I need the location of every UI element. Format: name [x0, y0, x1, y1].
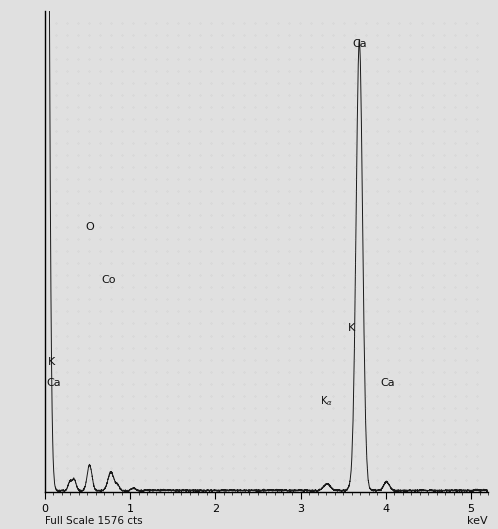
Text: Co: Co	[101, 275, 116, 285]
Text: K: K	[348, 323, 355, 333]
Text: Ca: Ca	[380, 378, 395, 388]
Text: Ca: Ca	[46, 378, 61, 388]
Text: K: K	[48, 357, 55, 367]
Text: O: O	[85, 222, 94, 232]
Text: Ca: Ca	[352, 39, 367, 49]
Text: Full Scale 1576 cts: Full Scale 1576 cts	[45, 516, 142, 526]
Text: K$_\alpha$: K$_\alpha$	[320, 394, 333, 408]
Text: keV: keV	[468, 516, 488, 526]
